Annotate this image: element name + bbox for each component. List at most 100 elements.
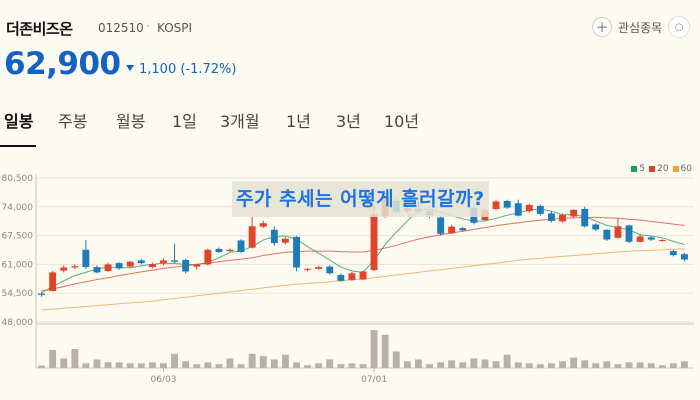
volume-bar <box>415 359 422 368</box>
volume-bar <box>126 363 134 369</box>
volume-bar <box>248 353 256 369</box>
volume-bar <box>403 361 411 368</box>
candle-body <box>570 209 578 217</box>
tab-1day[interactable]: 1일 <box>172 112 197 131</box>
tab-weekly[interactable]: 주봉 <box>58 112 88 131</box>
volume-bar <box>149 362 156 368</box>
volume-bar <box>204 362 212 368</box>
volume-bar <box>282 354 289 368</box>
volume-bar <box>226 358 234 368</box>
candle-body <box>71 266 79 268</box>
y-tick-label: 48,000 <box>2 318 34 328</box>
more-icon[interactable]: ○ <box>668 16 691 38</box>
candle-body <box>669 251 677 256</box>
volume-bar <box>82 363 90 369</box>
candle-body <box>348 273 356 280</box>
volume-bar <box>215 364 223 368</box>
candle-body <box>160 260 167 264</box>
candle-body <box>625 225 633 242</box>
x-tick-label: 06/03 <box>151 375 177 385</box>
volume-bar <box>658 365 666 369</box>
volume-bar <box>470 358 478 368</box>
candle-body <box>359 271 367 280</box>
candle-body <box>559 214 566 222</box>
volume-bar <box>38 365 45 368</box>
volume-bar <box>293 362 300 368</box>
volume-bar <box>71 349 79 368</box>
volume-bar <box>548 363 555 369</box>
stock-code: 012510 <box>98 21 144 35</box>
volume-bar <box>437 362 445 368</box>
legend-ma5: 5 <box>631 164 645 174</box>
volume-bar <box>115 362 123 368</box>
volume-bar <box>259 356 267 368</box>
candle-body <box>38 293 45 295</box>
candle-body <box>49 272 57 291</box>
y-tick-label: 61,000 <box>2 260 34 270</box>
volume-bar <box>525 363 533 369</box>
tab-daily[interactable]: 일봉 <box>4 112 34 131</box>
plus-icon: + <box>592 17 612 37</box>
chart-legend: 5 20 60 <box>631 164 692 174</box>
watchlist-label: 관심종목 <box>618 20 663 35</box>
candle-body <box>581 209 589 227</box>
candle-body <box>304 268 311 270</box>
volume-bar <box>481 359 489 368</box>
candle-body <box>459 228 467 231</box>
candle-body <box>370 214 378 271</box>
y-tick-label: 54,500 <box>2 289 34 299</box>
candle-body <box>248 226 256 248</box>
volume-bar <box>237 364 245 368</box>
candle-body <box>215 248 223 252</box>
legend-ma60: 60 <box>672 164 692 174</box>
y-tick-label: 67,500 <box>2 232 34 242</box>
volume-bar <box>636 362 644 368</box>
volume-bar <box>625 362 633 368</box>
candle-body <box>282 238 289 243</box>
volume-bar <box>182 361 190 368</box>
volume-bar <box>171 353 178 369</box>
tab-1year[interactable]: 1년 <box>286 112 311 131</box>
price-change: 1,100 (-1.72%) <box>139 62 237 77</box>
volume-bar <box>581 360 589 368</box>
tab-monthly[interactable]: 월봉 <box>116 112 146 131</box>
candle-body <box>293 236 300 268</box>
candle-body <box>614 226 622 238</box>
volume-bar <box>514 362 522 368</box>
candle-body <box>82 249 90 268</box>
volume-bar <box>492 361 500 368</box>
volume-bar <box>270 359 278 368</box>
add-watchlist-button[interactable]: + 관심종목 ○ <box>592 14 691 40</box>
y-tick-label: 80,500 <box>2 174 34 184</box>
tab-3year[interactable]: 3년 <box>336 112 361 131</box>
overlay-caption: 주가 추세는 어떻게 흘러갈까? <box>232 181 489 217</box>
volume-bar <box>137 363 145 369</box>
volume-bar <box>503 354 511 368</box>
volume-bar <box>49 349 57 368</box>
stock-name: 더존비즈온 <box>6 20 73 38</box>
volume-bar <box>614 364 622 368</box>
ma20-line <box>41 216 685 292</box>
tab-10year[interactable]: 10년 <box>384 112 420 131</box>
price-chart[interactable]: 80,500 74,000 67,500 61,000 54,500 48,000 06/0… <box>0 160 700 400</box>
candle-body <box>93 267 101 273</box>
candle-body <box>492 201 500 209</box>
candle-body <box>448 226 456 234</box>
volume-bar <box>669 363 677 369</box>
stock-separator: · <box>146 19 150 33</box>
candle-body <box>536 205 544 214</box>
candle-body <box>126 261 134 267</box>
period-tabs: 일봉 주봉 월봉 1일 3개월 1년 3년 10년 <box>0 108 700 148</box>
volume-bar <box>681 361 688 368</box>
volume-bar <box>459 362 467 368</box>
candle-body <box>204 249 212 265</box>
volume-bar <box>193 364 201 368</box>
candle-body <box>658 240 666 241</box>
volume-bar <box>304 365 311 369</box>
tab-3month[interactable]: 3개월 <box>220 112 260 131</box>
candle-body <box>60 267 68 271</box>
active-tab-indicator <box>0 145 36 147</box>
candle-body <box>259 223 267 227</box>
stock-market: KOSPI <box>157 21 193 35</box>
volume-bar <box>370 330 378 368</box>
